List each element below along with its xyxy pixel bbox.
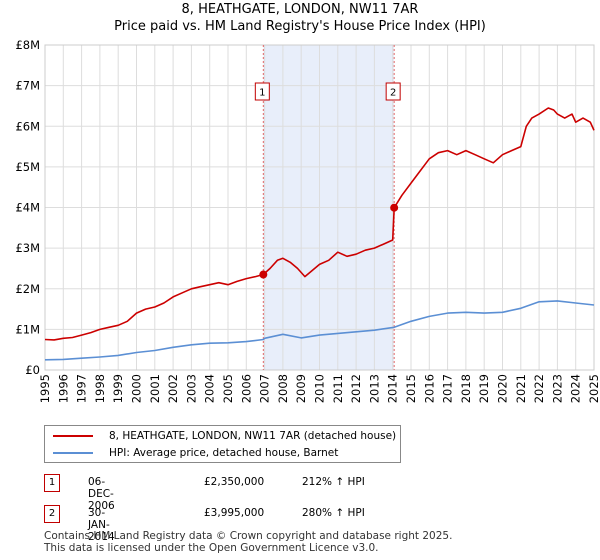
legend-label-property: 8, HEATHGATE, LONDON, NW11 7AR (detached… — [109, 430, 397, 442]
x-tick-label: 2017 — [441, 374, 455, 403]
x-tick-label: 2002 — [166, 374, 180, 403]
legend-swatch-hpi — [53, 452, 93, 454]
legend-label-hpi: HPI: Average price, detached house, Barn… — [109, 447, 339, 459]
x-tick-label: 2007 — [258, 374, 272, 403]
legend-item-property: 8, HEATHGATE, LONDON, NW11 7AR (detached… — [53, 429, 396, 443]
sale-marker-label: 2 — [390, 88, 396, 99]
x-tick-label: 2021 — [514, 374, 528, 403]
x-tick-label: 2006 — [239, 374, 253, 403]
x-tick-label: 2011 — [331, 374, 345, 403]
transaction-badge: 1 — [44, 474, 60, 492]
legend-swatch-property — [53, 435, 93, 437]
transaction-date: 06-DEC-2006 — [88, 476, 115, 512]
chart-legend: 8, HEATHGATE, LONDON, NW11 7AR (detached… — [44, 425, 401, 463]
x-tick-label: 2024 — [569, 374, 583, 403]
y-tick-label: £5M — [15, 160, 40, 174]
y-tick-label: £6M — [15, 119, 40, 133]
x-tick-label: 2014 — [386, 374, 400, 403]
y-tick-label: £1M — [15, 322, 40, 336]
x-tick-label: 2015 — [404, 374, 418, 403]
x-tick-label: 2016 — [422, 374, 436, 403]
y-tick-label: £7M — [15, 79, 40, 93]
chart-subtitle: Price paid vs. HM Land Registry's House … — [114, 19, 486, 34]
x-tick-label: 1995 — [38, 374, 52, 403]
x-tick-label: 2000 — [130, 374, 144, 403]
x-tick-label: 2004 — [203, 374, 217, 403]
x-tick-label: 1998 — [93, 374, 107, 403]
legend-item-hpi: HPI: Average price, detached house, Barn… — [53, 446, 338, 460]
plot-frame — [44, 44, 595, 371]
transaction-date: 30-JAN-2014 — [88, 507, 115, 543]
footer-licence: This data is licensed under the Open Gov… — [44, 542, 379, 554]
x-tick-label: 2025 — [587, 374, 600, 403]
x-tick-label: 2010 — [313, 374, 327, 403]
x-tick-label: 2001 — [148, 374, 162, 403]
sale-marker-box — [254, 82, 270, 101]
sale-point — [390, 203, 399, 212]
series-line-hpi — [44, 300, 595, 361]
sale-marker-box — [385, 82, 401, 101]
sale-marker-label: 1 — [259, 88, 265, 99]
x-tick-label: 1997 — [75, 374, 89, 403]
y-tick-label: £0 — [25, 363, 40, 377]
y-tick-label: £2M — [15, 282, 40, 296]
x-tick-label: 2022 — [532, 374, 546, 403]
x-tick-label: 2013 — [367, 374, 381, 403]
x-tick-label: 1999 — [111, 374, 125, 403]
x-tick-label: 2012 — [349, 374, 363, 403]
x-tick-label: 2005 — [221, 374, 235, 403]
footer-copyright: Contains HM Land Registry data © Crown c… — [44, 530, 453, 542]
transaction-hpi-change: 280% ↑ HPI — [302, 507, 365, 519]
y-tick-label: £4M — [15, 201, 40, 215]
x-tick-label: 2018 — [459, 374, 473, 403]
y-tick-label: £8M — [15, 38, 40, 52]
x-tick-label: 2023 — [550, 374, 564, 403]
chart-title: 8, HEATHGATE, LONDON, NW11 7AR — [181, 2, 419, 17]
price-chart: £0 £1M £2M £3M £4M £5M £6M £7M £8M 1995 1996 1997 19… — [15, 38, 600, 403]
x-tick-label: 1996 — [56, 374, 70, 403]
x-tick-label: 2009 — [294, 374, 308, 403]
transaction-badge: 2 — [44, 505, 60, 523]
x-tick-label: 2008 — [276, 374, 290, 403]
sale-point — [259, 270, 268, 279]
series-line-property — [44, 107, 595, 341]
y-tick-label: £3M — [15, 241, 40, 255]
transaction-price: £2,350,000 — [204, 476, 265, 488]
x-tick-label: 2003 — [184, 374, 198, 403]
x-tick-label: 2020 — [496, 374, 510, 403]
transaction-hpi-change: 212% ↑ HPI — [302, 476, 365, 488]
transaction-price: £3,995,000 — [204, 507, 265, 519]
x-tick-label: 2019 — [477, 374, 491, 403]
